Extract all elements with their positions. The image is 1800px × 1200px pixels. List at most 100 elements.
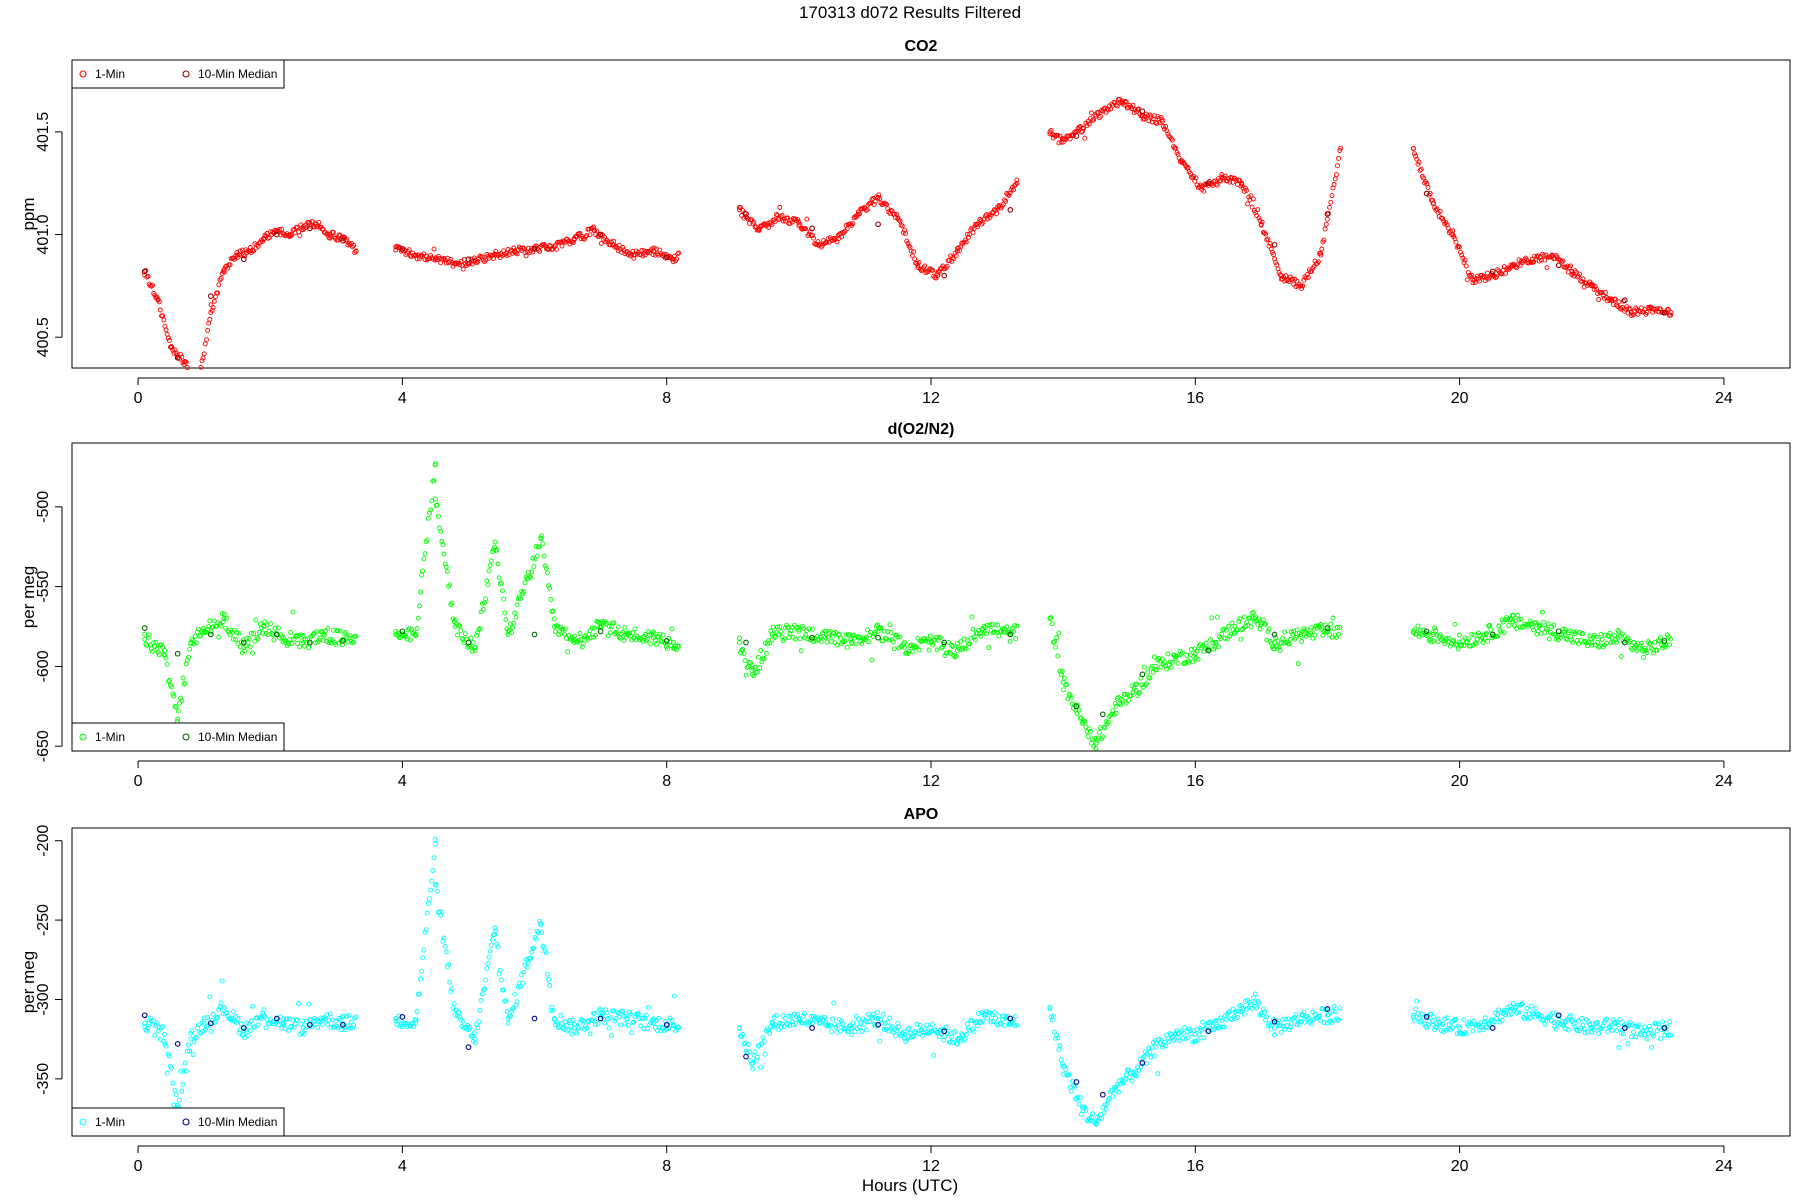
point-1min — [492, 925, 498, 931]
y-tick-label: -600 — [35, 650, 52, 682]
point-1min — [787, 1023, 793, 1029]
point-1min — [180, 675, 186, 681]
point-1min — [629, 1030, 635, 1036]
point-1min — [1285, 1016, 1291, 1022]
point-1min — [1469, 272, 1475, 278]
point-1min — [757, 665, 763, 671]
point-1min — [769, 221, 775, 227]
point-1min — [827, 1023, 833, 1029]
point-1min — [1003, 1014, 1009, 1020]
plot-frame — [71, 827, 1791, 1137]
point-1min — [1218, 636, 1224, 642]
point-1min — [1332, 632, 1338, 638]
point-1min — [1153, 663, 1159, 669]
point-1min — [1611, 1019, 1617, 1025]
point-1min — [289, 641, 295, 647]
point-1min — [844, 644, 850, 650]
point-1min — [951, 256, 957, 262]
point-10min-median — [399, 628, 406, 635]
point-1min — [419, 572, 425, 578]
point-1min — [611, 620, 617, 626]
point-1min — [1253, 991, 1258, 997]
point-1min — [1129, 1078, 1135, 1084]
point-1min — [907, 643, 913, 649]
point-1min — [958, 639, 964, 645]
point-1min — [895, 634, 901, 640]
point-1min — [791, 622, 797, 628]
point-1min — [1648, 306, 1654, 311]
point-10min-median — [1271, 241, 1278, 248]
point-1min — [1163, 1043, 1169, 1049]
point-1min — [1166, 1039, 1172, 1045]
point-1min — [578, 637, 584, 642]
point-1min — [955, 245, 961, 251]
point-1min — [208, 1029, 214, 1034]
point-1min — [1102, 1102, 1108, 1108]
point-1min — [538, 920, 544, 926]
point-1min — [925, 639, 931, 645]
point-1min — [758, 647, 764, 653]
point-1min — [1611, 632, 1617, 638]
point-1min — [640, 253, 646, 259]
point-1min — [1133, 687, 1139, 693]
point-1min — [1274, 643, 1280, 649]
point-1min — [1262, 230, 1267, 236]
point-1min — [914, 1021, 920, 1027]
point-1min — [1056, 630, 1062, 636]
point-1min — [991, 629, 997, 635]
point-1min — [655, 1028, 660, 1034]
point-1min — [475, 630, 481, 636]
point-1min — [353, 248, 359, 254]
point-1min — [1159, 117, 1165, 123]
point-1min — [521, 589, 527, 595]
point-1min — [513, 614, 519, 620]
point-1min — [881, 1027, 887, 1032]
point-1min — [250, 1003, 255, 1009]
point-1min — [1113, 710, 1119, 716]
point-1min — [1149, 663, 1155, 669]
point-1min — [290, 609, 296, 615]
point-1min — [245, 1032, 251, 1038]
point-1min — [1293, 284, 1299, 289]
point-10min-median — [273, 231, 280, 238]
point-1min — [994, 629, 1000, 635]
point-1min — [510, 1006, 516, 1012]
point-1min — [144, 642, 150, 648]
point-1min — [1060, 687, 1066, 693]
point-1min — [1080, 719, 1086, 725]
point-1min — [815, 1015, 821, 1021]
point-1min — [993, 622, 998, 628]
point-1min — [236, 630, 242, 636]
point-1min — [803, 226, 809, 232]
point-1min — [670, 256, 676, 262]
point-1min — [325, 1022, 331, 1028]
point-1min — [1604, 640, 1610, 646]
point-1min — [1300, 283, 1306, 289]
point-1min — [204, 629, 209, 635]
point-1min — [1607, 630, 1613, 636]
point-1min — [998, 628, 1004, 634]
point-1min — [1095, 735, 1101, 741]
point-1min — [1004, 624, 1010, 630]
point-1min — [1047, 616, 1053, 621]
point-1min — [1055, 653, 1061, 659]
point-1min — [173, 704, 179, 710]
point-1min — [530, 555, 536, 561]
point-1min — [543, 950, 549, 956]
point-1min — [1506, 623, 1512, 628]
point-1min — [1467, 272, 1472, 278]
point-1min — [1077, 1095, 1083, 1101]
point-1min — [948, 1039, 954, 1045]
point-1min — [855, 1016, 861, 1022]
point-1min — [459, 635, 465, 641]
point-1min — [473, 644, 478, 650]
point-1min — [969, 614, 975, 620]
point-1min — [782, 625, 788, 631]
point-1min — [564, 635, 569, 641]
point-1min — [1413, 153, 1419, 159]
point-1min — [1214, 614, 1220, 620]
point-1min — [908, 642, 914, 648]
point-1min — [1060, 679, 1066, 685]
point-1min — [1137, 689, 1143, 695]
point-10min-median — [307, 639, 313, 646]
